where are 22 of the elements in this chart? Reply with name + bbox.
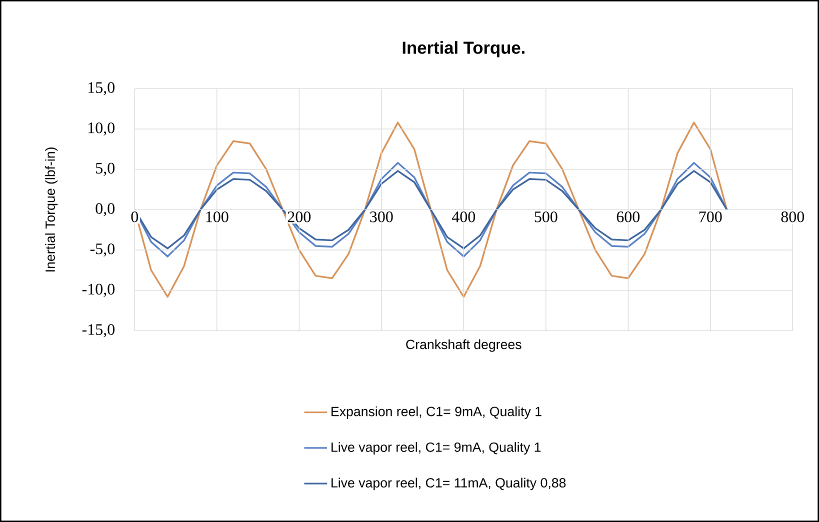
y-tick-label: 10,0	[88, 122, 114, 136]
x-tick-label: 0	[131, 211, 138, 222]
x-tick-label: 300	[370, 211, 393, 222]
y-axis-title: Inertial Torque (lbf-in)	[45, 148, 58, 272]
y-tick-label: -15,0	[82, 324, 114, 338]
x-tick-label: 500	[534, 211, 558, 222]
x-tick-label: 100	[206, 211, 228, 222]
chart-title: Inertial Torque.	[402, 41, 524, 58]
x-tick-label: 700	[699, 211, 722, 222]
x-tick-label: 200	[288, 211, 311, 222]
y-tick-label: 0,0	[96, 203, 114, 216]
x-axis-title: Crankshaft degrees	[406, 339, 522, 352]
legend-label: Live vapor reel, C1= 11mA, Quality 0,88	[332, 478, 566, 490]
y-tick-label: -5,0	[90, 243, 114, 257]
legend-label: Live vapor reel, C1= 9mA, Quality 1	[332, 442, 541, 455]
x-tick-label: 600	[616, 211, 640, 222]
y-tick-label: 15,0	[88, 82, 114, 96]
x-tick-label: 800	[781, 211, 804, 222]
legend-label: Expansion reel, C1= 9mA, Quality 1	[332, 406, 542, 419]
y-tick-label: 5,0	[96, 162, 114, 176]
y-tick-label: -10,0	[82, 284, 114, 297]
x-tick-label: 400	[452, 211, 476, 222]
